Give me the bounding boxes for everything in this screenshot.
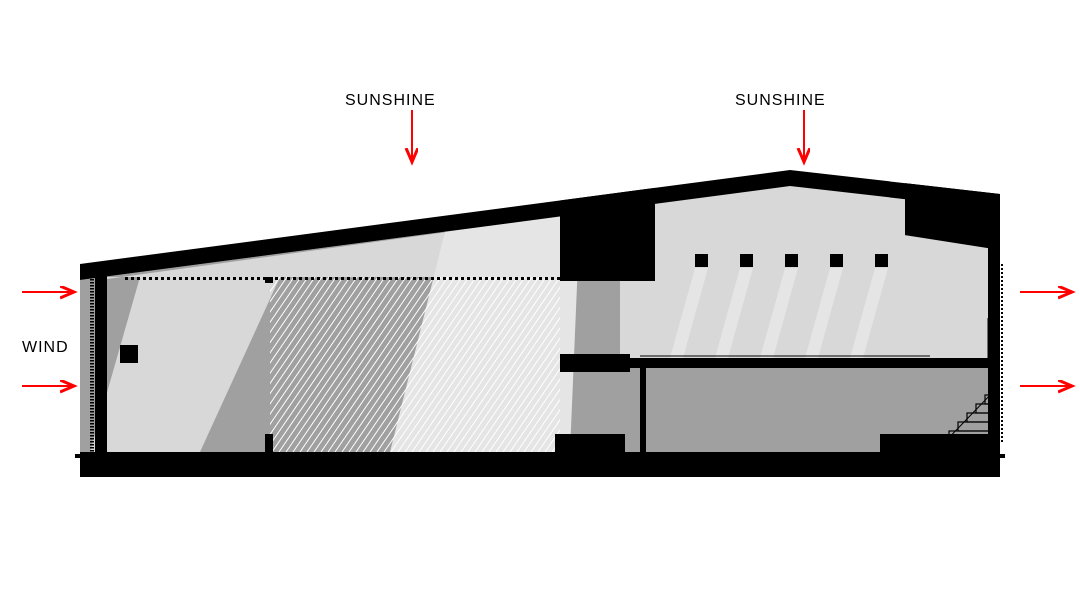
left-wall-opening <box>120 345 138 363</box>
ground-slab <box>80 452 1000 477</box>
skylight-0 <box>695 254 708 267</box>
left-wall <box>95 264 107 452</box>
skylight-3 <box>830 254 843 267</box>
beam-block-middle <box>560 188 655 281</box>
building-section-diagram <box>0 0 1080 608</box>
skylight-2 <box>785 254 798 267</box>
skylight-4 <box>875 254 888 267</box>
partition-wall <box>640 368 646 452</box>
skylight-1 <box>740 254 753 267</box>
